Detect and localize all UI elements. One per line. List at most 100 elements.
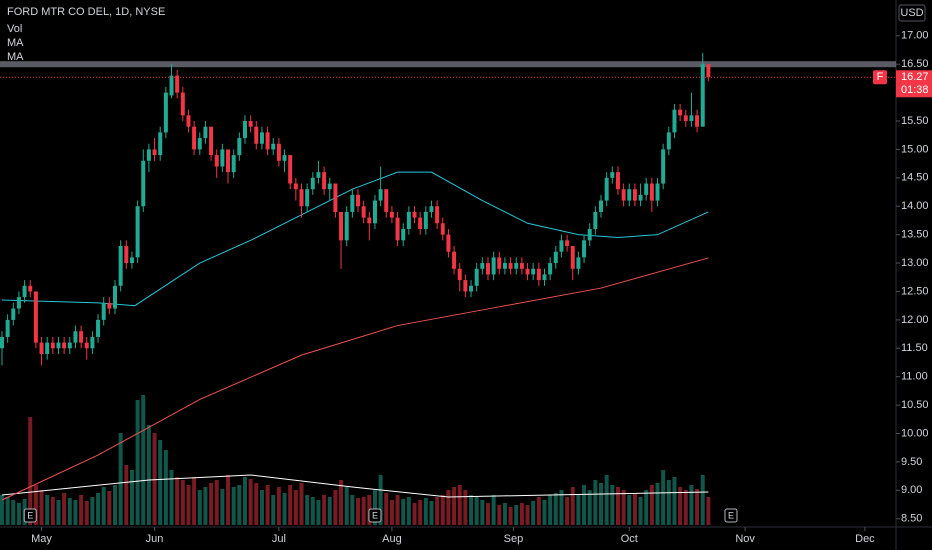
event-marker	[23, 508, 37, 523]
candle-body	[372, 200, 377, 224]
volume-bar	[276, 487, 281, 525]
volume-bar	[435, 497, 440, 525]
price-box	[896, 70, 932, 98]
volume-bar	[96, 493, 101, 525]
volume-bar	[135, 400, 140, 525]
ma-line	[1, 171, 709, 307]
candle-body	[248, 121, 253, 127]
candle-body	[344, 211, 349, 241]
volume-bar	[440, 495, 445, 525]
volume-bar	[497, 505, 502, 525]
candle-body	[101, 302, 106, 320]
countdown: 01:38	[901, 84, 929, 96]
candle-body	[700, 64, 705, 127]
volume-bar	[231, 487, 236, 525]
volume-bar	[271, 495, 276, 525]
candle-body	[84, 342, 89, 349]
candle-body	[632, 189, 637, 201]
y-tick-label: 15.50	[901, 115, 929, 127]
volume-bar	[406, 497, 411, 525]
volume-bar	[203, 487, 208, 525]
volume-bar	[395, 495, 400, 525]
candle-body	[350, 194, 355, 212]
candle-body	[96, 319, 101, 337]
candle-body	[209, 126, 214, 156]
candle-body	[514, 263, 519, 269]
candle-body	[175, 75, 180, 93]
candle-body	[226, 149, 231, 173]
volume-bar	[118, 433, 123, 525]
y-tick-label: 14.00	[901, 200, 929, 212]
y-tick-label: 11.00	[901, 371, 928, 383]
candle-body	[90, 336, 95, 349]
currency-box[interactable]	[898, 4, 926, 22]
candle-body	[536, 268, 541, 281]
x-tick-label: Nov	[735, 533, 755, 545]
candle-body	[316, 172, 321, 178]
candle-body	[378, 189, 383, 201]
candle-body	[587, 228, 592, 241]
candle-body	[395, 217, 400, 241]
candle-body	[327, 183, 332, 190]
candle-body	[440, 223, 445, 235]
candle-body	[192, 126, 197, 150]
candle-body	[107, 302, 112, 309]
y-tick-label: 17.00	[901, 30, 929, 42]
volume-bar	[333, 490, 338, 525]
volume-bar	[16, 503, 21, 525]
volume-bar	[265, 485, 270, 525]
volume-bar	[327, 497, 332, 525]
volume-bar	[248, 479, 253, 525]
volume-bar	[175, 477, 180, 525]
volume-bar	[344, 487, 349, 525]
candle-body	[118, 246, 123, 286]
candle-body	[141, 160, 146, 207]
candle-body	[28, 285, 33, 292]
candle-body	[485, 263, 490, 275]
symbol-box	[873, 70, 887, 85]
volume-bar	[214, 480, 219, 525]
volume-bar	[627, 495, 632, 525]
volume-bar	[502, 503, 507, 525]
y-tick-label: 13.00	[901, 257, 929, 269]
candle-body	[254, 126, 259, 144]
volume-bar	[412, 503, 417, 525]
candle-body	[604, 177, 609, 201]
candle-body	[197, 138, 202, 150]
volume-bar	[56, 500, 61, 525]
volume-bar	[180, 480, 185, 525]
candle-body	[542, 274, 547, 281]
x-tick-label: Oct	[621, 533, 638, 545]
candle-body	[158, 132, 163, 156]
candle-body	[406, 211, 411, 229]
chart-title: FORD MTR CO DEL, 1D, NYSE	[7, 6, 165, 18]
y-tick-label: 10.50	[901, 399, 929, 411]
candle-body	[429, 206, 434, 212]
volume-bar	[638, 497, 643, 525]
volume-bar	[621, 490, 626, 525]
volume-bar	[632, 493, 637, 525]
candle-body	[452, 251, 457, 269]
volume-bar	[237, 485, 242, 525]
volume-bar	[169, 470, 174, 525]
volume-bar	[101, 487, 106, 525]
candle-body	[599, 200, 604, 212]
volume-bar	[610, 485, 615, 525]
candle-body	[73, 331, 78, 343]
volume-bar	[259, 490, 264, 525]
volume-bar	[186, 485, 191, 525]
candle-body	[655, 183, 660, 201]
volume-bar	[73, 500, 78, 525]
candle-body	[124, 246, 129, 264]
currency[interactable]: USD	[900, 7, 923, 19]
candle-body	[367, 217, 372, 224]
volume-bar	[389, 500, 394, 525]
volume-bar	[141, 395, 146, 525]
volume-bar	[553, 493, 558, 525]
candle-body	[548, 263, 553, 275]
y-tick-label: 9.50	[901, 456, 922, 468]
volume-bar	[531, 501, 536, 525]
candle-body	[559, 240, 564, 252]
